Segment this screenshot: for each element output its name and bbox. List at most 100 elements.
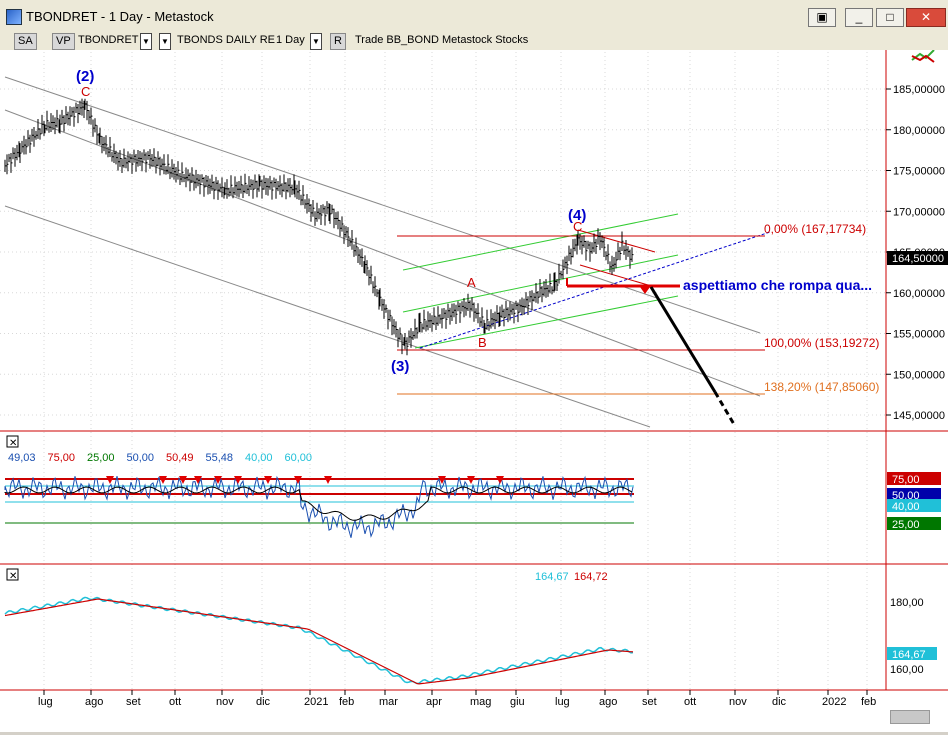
time-axis-label: dic (256, 696, 271, 708)
wave-c-top-label: C (81, 84, 90, 99)
osc-signal-arrow-icon (234, 476, 242, 484)
svg-text:✕: ✕ (9, 571, 17, 582)
osc-legend-value: 55,48 (206, 452, 234, 464)
time-axis-label: feb (861, 696, 876, 708)
projection-line-solid (649, 286, 717, 393)
window-title: TBONDRET - 1 Day - Metastock (26, 9, 214, 24)
wave-4-label: (4) (568, 207, 586, 224)
toolbar-extra-labels: Trade BB_BOND Metastock Stocks (355, 34, 529, 46)
osc-signal-arrow-icon (467, 476, 475, 484)
price-tick-label: 185,00000 (893, 84, 945, 96)
metastock-app-icon (6, 9, 22, 25)
osc-legend-value: 49,03 (8, 452, 36, 464)
chart-area[interactable]: (2) C (3) A B (4) C 0,00% (167,17734) 10… (0, 49, 948, 732)
sa-button[interactable]: SA (14, 33, 37, 50)
last-price-label: 164,50000 (892, 253, 944, 265)
title-bar: TBONDRET - 1 Day - Metastock ▣ _ □ ✕ (0, 0, 948, 33)
osc-axis-label: 40,00 (892, 501, 920, 513)
price-tick-label: 175,00000 (893, 166, 945, 178)
ma-axis-last: 164,67 (892, 649, 926, 661)
fib-138-label: 138,20% (147,85060) (764, 380, 879, 394)
wave-b-label: B (478, 335, 487, 350)
time-axis-label: set (642, 696, 657, 708)
time-axis-label: set (126, 696, 141, 708)
chart-grid (0, 52, 886, 690)
osc-signal-arrow-icon (194, 476, 202, 484)
oscillator-panel: ✕ 49,03 75,00 25,00 50,00 50,49 55,48 40,00 60,… (4, 435, 941, 538)
r-button[interactable]: R (330, 33, 346, 50)
trend-arrows-icon[interactable] (911, 49, 935, 63)
osc-legend-value: 75,00 (48, 452, 76, 464)
period-label: 1 Day (276, 34, 305, 46)
osc-legend-value: 60,00 (285, 452, 313, 464)
price-tick-label: 150,00000 (893, 369, 945, 381)
osc-legend-value: 40,00 (245, 452, 273, 464)
time-axis-label: apr (426, 696, 442, 708)
blue-dashed-trendline (419, 231, 771, 349)
osc-signal-arrow-icon (214, 476, 222, 484)
symbol-label: TBONDRET (78, 34, 139, 46)
security-dropdown-icon[interactable]: ▼ (159, 33, 171, 50)
time-axis-label: ott (684, 696, 696, 708)
time-axis-label: lug (555, 696, 570, 708)
time-axis-label: lug (38, 696, 53, 708)
ma-close-icon[interactable] (6, 568, 19, 581)
restore-chart-icon[interactable]: ▣ (808, 8, 836, 27)
break-arrow-icon (640, 287, 650, 294)
moving-average-panel: ✕ 164,67 164,72 180,00 164,67 160,00 (4, 568, 937, 685)
time-axis-label: ott (169, 696, 181, 708)
maximize-button[interactable]: □ (876, 8, 904, 27)
minimize-button[interactable]: _ (845, 8, 873, 27)
osc-legend-value: 25,00 (87, 452, 115, 464)
trend-channel (4, 76, 761, 428)
osc-signal-arrow-icon (106, 476, 114, 484)
time-axis: lug ago set ott nov dic 2021 feb mar apr mag giu lug… (38, 690, 876, 708)
time-axis-label: ago (599, 696, 617, 708)
ma-legend-red: 164,72 (574, 571, 608, 583)
red-triangle-lines (577, 229, 656, 286)
horizontal-scrollbar[interactable] (890, 710, 930, 724)
time-axis-label: mar (379, 696, 398, 708)
time-axis-label: 2021 (304, 696, 328, 708)
osc-axis-label: 75,00 (892, 474, 920, 486)
osc-close-icon[interactable] (6, 435, 19, 448)
wave-c-4-label: C (573, 219, 582, 234)
vp-button[interactable]: VP (52, 33, 75, 50)
wave-3-label: (3) (391, 358, 409, 375)
fib-100-label: 100,00% (153,19272) (764, 336, 879, 350)
fib-0-label: 0,00% (167,17734) (764, 222, 866, 236)
period-dropdown-icon[interactable]: ▼ (310, 33, 322, 50)
price-bars (4, 98, 634, 356)
price-tick-label: 160,00000 (893, 288, 945, 300)
chart-toolbar: SA VP TBONDRET ▼ ▼ TBONDS DAILY RE 1 Day… (0, 32, 948, 50)
security-name: TBONDS DAILY RE (177, 34, 276, 46)
close-button[interactable]: ✕ (906, 8, 946, 27)
osc-signal-arrow-icon (496, 476, 504, 484)
fibonacci-lines (397, 235, 765, 395)
symbol-dropdown-icon[interactable]: ▼ (140, 33, 152, 50)
time-axis-label: 2022 (822, 696, 846, 708)
time-axis-label: ago (85, 696, 103, 708)
annotation-text: aspettiamo che rompa qua... (683, 277, 872, 293)
price-tick-label: 170,00000 (893, 206, 945, 218)
osc-axis-label: 25,00 (892, 519, 920, 531)
svg-text:✕: ✕ (9, 438, 17, 449)
price-tick-label: 155,00000 (893, 329, 945, 341)
osc-signal-arrow-icon (179, 476, 187, 484)
time-axis-label: dic (772, 696, 787, 708)
ma-axis-180: 180,00 (890, 597, 924, 609)
wave-a-label: A (467, 275, 476, 290)
osc-legend: 49,03 75,00 25,00 50,00 50,49 55,48 40,00 60,00 (8, 452, 312, 464)
osc-legend-value: 50,00 (127, 452, 155, 464)
osc-signal-arrow-icon (324, 476, 332, 484)
time-axis-label: nov (729, 696, 747, 708)
projection-line-dashed (713, 391, 737, 427)
time-axis-label: giu (510, 696, 525, 708)
wave-2-label: (2) (76, 68, 94, 85)
last-price-box (887, 251, 948, 265)
ma-axis-160: 160,00 (890, 664, 924, 676)
panel-borders (0, 50, 948, 691)
ma-legend-cyan: 164,67 (535, 571, 569, 583)
time-axis-label: mag (470, 696, 491, 708)
time-axis-label: nov (216, 696, 234, 708)
